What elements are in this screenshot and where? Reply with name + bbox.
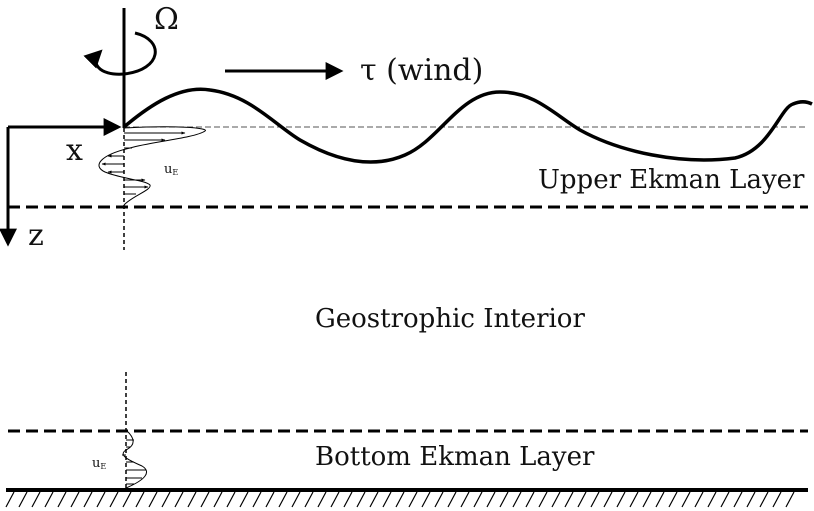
hatch-mark (421, 491, 431, 508)
hatch-mark (174, 491, 184, 508)
hatch-mark (772, 491, 782, 508)
hatch-mark (70, 491, 80, 508)
hatch-mark (31, 491, 41, 508)
hatch-mark (369, 491, 379, 508)
hatch-mark (694, 491, 704, 508)
hatch-mark (447, 491, 457, 508)
hatch-mark (96, 491, 106, 508)
hatch-mark (213, 491, 223, 508)
rotation-arrow-icon (83, 31, 157, 76)
hatch-mark (239, 491, 249, 508)
hatch-mark (590, 491, 600, 508)
hatch-mark (343, 491, 353, 508)
hatch-mark (187, 491, 197, 508)
hatch-mark (57, 491, 67, 508)
hatch-mark (642, 491, 652, 508)
hatch-mark (668, 491, 678, 508)
hatch-mark (564, 491, 574, 508)
hatch-mark (356, 491, 366, 508)
bottom-ekman-spiral (122, 372, 147, 489)
hatch-mark (551, 491, 561, 508)
hatch-mark (746, 491, 756, 508)
hatch-mark (291, 491, 301, 508)
hatch-mark (785, 491, 795, 508)
hatch-mark (395, 491, 405, 508)
hatch-mark (304, 491, 314, 508)
hatch-mark (5, 491, 15, 508)
hatch-mark (655, 491, 665, 508)
omega-label: Ω (154, 2, 179, 37)
hatch-mark (109, 491, 119, 508)
bottom-layer-label: Bottom Ekman Layer (315, 442, 595, 472)
hatch-mark (252, 491, 262, 508)
hatch-mark (408, 491, 418, 508)
free-surface-wave (122, 87, 813, 164)
hatch-mark (278, 491, 288, 508)
hatch-mark (382, 491, 392, 508)
x-axis-label: x (66, 133, 83, 168)
hatch-mark (486, 491, 496, 508)
hatch-mark (512, 491, 522, 508)
upper-layer-label: Upper Ekman Layer (538, 165, 805, 195)
hatch-mark (473, 491, 483, 508)
upper-velocity-label: uE (164, 162, 178, 177)
hatch-mark (720, 491, 730, 508)
hatch-mark (122, 491, 132, 508)
hatch-mark (759, 491, 769, 508)
hatch-mark (525, 491, 535, 508)
hatch-mark (707, 491, 717, 508)
sea-floor-hatching (5, 491, 795, 508)
hatch-mark (18, 491, 28, 508)
hatch-mark (44, 491, 54, 508)
hatch-mark (265, 491, 275, 508)
hatch-mark (434, 491, 444, 508)
hatch-mark (538, 491, 548, 508)
upper-ekman-spiral (98, 126, 206, 250)
interior-label: Geostrophic Interior (315, 304, 585, 334)
bottom-velocity-label: uE (92, 456, 106, 471)
hatch-mark (135, 491, 145, 508)
hatch-mark (83, 491, 93, 508)
hatch-mark (603, 491, 613, 508)
hatch-mark (733, 491, 743, 508)
hatch-mark (226, 491, 236, 508)
hatch-mark (330, 491, 340, 508)
hatch-mark (161, 491, 171, 508)
hatch-mark (629, 491, 639, 508)
hatch-mark (616, 491, 626, 508)
hatch-mark (317, 491, 327, 508)
hatch-mark (499, 491, 509, 508)
hatch-mark (200, 491, 210, 508)
z-axis-label: z (28, 218, 44, 253)
hatch-mark (681, 491, 691, 508)
hatch-mark (148, 491, 158, 508)
hatch-mark (460, 491, 470, 508)
hatch-mark (577, 491, 587, 508)
wind-label: τ (wind) (360, 53, 483, 88)
